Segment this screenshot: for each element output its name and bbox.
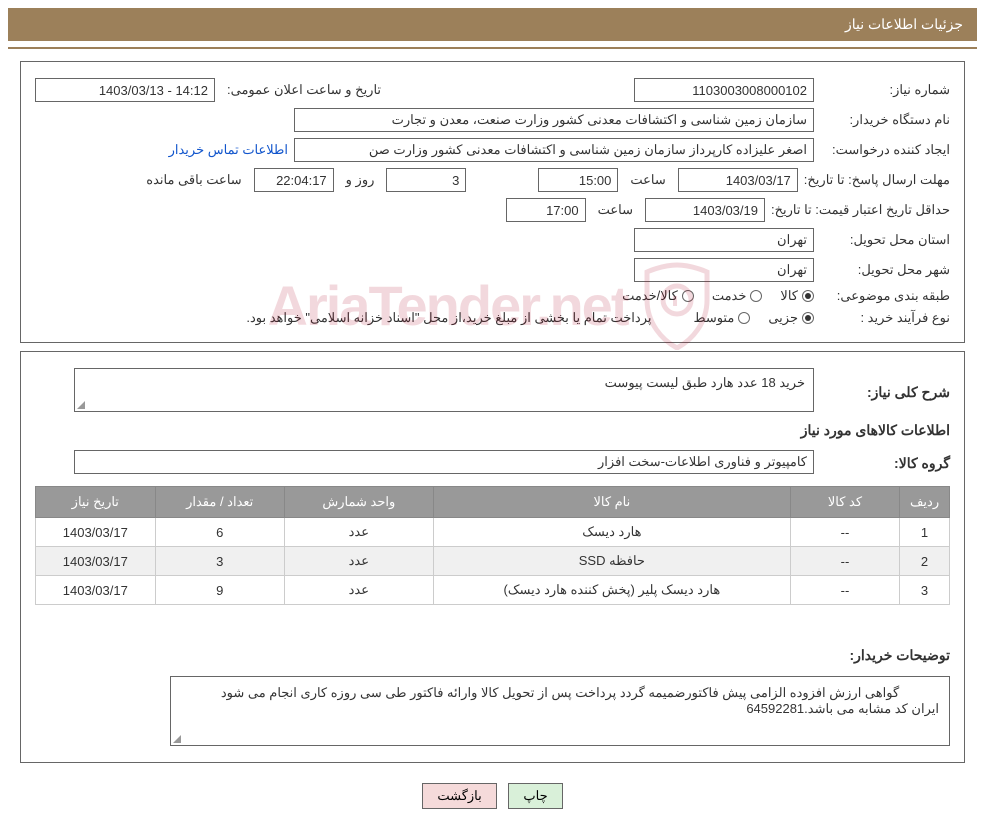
th-code: کد کالا bbox=[790, 487, 899, 518]
th-date: تاریخ نیاز bbox=[36, 487, 156, 518]
goods-group-label: گروه کالا: bbox=[820, 455, 950, 472]
buyer-contact-link[interactable]: اطلاعات تماس خریدار bbox=[169, 142, 288, 158]
goods-group-field: کامپیوتر و فناوری اطلاعات-سخت افزار bbox=[74, 450, 814, 474]
requester-label: ایجاد کننده درخواست: bbox=[820, 142, 950, 158]
radio-icon bbox=[738, 312, 750, 324]
buyer-org-label: نام دستگاه خریدار: bbox=[820, 112, 950, 128]
summary-label: شرح کلی نیاز: bbox=[820, 384, 950, 401]
page-title: جزئیات اطلاعات نیاز bbox=[845, 16, 963, 32]
deadline-send-time: 15:00 bbox=[538, 168, 618, 192]
table-cell: عدد bbox=[284, 576, 433, 605]
goods-service-radio[interactable]: کالا/خدمت bbox=[622, 288, 694, 304]
time-label-2: ساعت bbox=[592, 202, 639, 218]
announce-label: تاریخ و ساعت اعلان عمومی: bbox=[221, 82, 387, 98]
medium-radio[interactable]: متوسط bbox=[693, 310, 750, 326]
header-divider bbox=[8, 47, 977, 49]
buyer-notes-label: توضیحات خریدار: bbox=[820, 627, 950, 664]
table-cell: -- bbox=[790, 547, 899, 576]
min-validity-label: حداقل تاریخ اعتبار قیمت: تا تاریخ: bbox=[771, 202, 950, 218]
goods-info-title: اطلاعات کالاهای مورد نیاز bbox=[35, 422, 950, 439]
province-field: تهران bbox=[634, 228, 814, 252]
action-buttons: چاپ بازگشت bbox=[0, 771, 985, 829]
min-validity-date: 1403/03/19 bbox=[645, 198, 765, 222]
province-label: استان محل تحویل: bbox=[820, 232, 950, 248]
remain-time: 22:04:17 bbox=[254, 168, 334, 192]
city-field: تهران bbox=[634, 258, 814, 282]
th-name: نام کالا bbox=[433, 487, 790, 518]
table-row: 2--حافظه SSDعدد31403/03/17 bbox=[36, 547, 950, 576]
table-cell: 1403/03/17 bbox=[36, 576, 156, 605]
resize-handle-icon[interactable] bbox=[77, 401, 85, 409]
remain-suffix: ساعت باقی مانده bbox=[140, 172, 247, 188]
days-and-label: روز و bbox=[340, 172, 381, 188]
th-qty: تعداد / مقدار bbox=[155, 487, 284, 518]
need-number-label: شماره نیاز: bbox=[820, 82, 950, 98]
goods-section: شرح کلی نیاز: خرید 18 عدد هارد طبق لیست … bbox=[20, 351, 965, 763]
table-cell: 1403/03/17 bbox=[36, 518, 156, 547]
print-button[interactable]: چاپ bbox=[508, 783, 562, 809]
radio-icon bbox=[682, 290, 694, 302]
deadline-send-label: مهلت ارسال پاسخ: تا تاریخ: bbox=[804, 172, 950, 188]
table-cell: هارد دیسک bbox=[433, 518, 790, 547]
resize-handle-icon[interactable] bbox=[173, 735, 181, 743]
goods-radio[interactable]: کالا bbox=[780, 288, 814, 304]
table-cell: 6 bbox=[155, 518, 284, 547]
table-cell: 2 bbox=[900, 547, 950, 576]
requester-field: اصغر علیزاده کارپرداز سازمان زمین شناسی … bbox=[294, 138, 814, 162]
minor-radio[interactable]: جزیی bbox=[768, 310, 814, 326]
table-cell: 3 bbox=[155, 547, 284, 576]
service-radio[interactable]: خدمت bbox=[712, 288, 763, 304]
payment-note: پرداخت تمام یا بخشی از مبلغ خرید،از محل … bbox=[246, 310, 651, 326]
buyer-notes-textarea[interactable]: گواهی ارزش افزوده الزامی پیش فاکتورضمیمه… bbox=[170, 676, 950, 746]
deadline-send-date: 1403/03/17 bbox=[678, 168, 798, 192]
radio-icon bbox=[750, 290, 762, 302]
announce-field: 14:12 - 1403/03/13 bbox=[35, 78, 215, 102]
time-label-1: ساعت bbox=[624, 172, 671, 188]
table-cell: عدد bbox=[284, 518, 433, 547]
table-cell: حافظه SSD bbox=[433, 547, 790, 576]
remain-days: 3 bbox=[386, 168, 466, 192]
table-cell: 1403/03/17 bbox=[36, 547, 156, 576]
th-idx: ردیف bbox=[900, 487, 950, 518]
summary-textarea[interactable]: خرید 18 عدد هارد طبق لیست پیوست bbox=[74, 368, 814, 412]
purchase-type-label: نوع فرآیند خرید : bbox=[820, 310, 950, 326]
table-cell: 3 bbox=[900, 576, 950, 605]
table-cell: 1 bbox=[900, 518, 950, 547]
table-cell: -- bbox=[790, 576, 899, 605]
buyer-org-field: سازمان زمین شناسی و اکتشافات معدنی کشور … bbox=[294, 108, 814, 132]
details-section: شماره نیاز: 1103003008000102 تاریخ و ساع… bbox=[20, 61, 965, 343]
th-unit: واحد شمارش bbox=[284, 487, 433, 518]
table-cell: 9 bbox=[155, 576, 284, 605]
table-cell: هارد دیسک پلیر (پخش کننده هارد دیسک) bbox=[433, 576, 790, 605]
radio-checked-icon bbox=[802, 290, 814, 302]
table-cell: -- bbox=[790, 518, 899, 547]
min-validity-time: 17:00 bbox=[506, 198, 586, 222]
category-label: طبقه بندی موضوعی: bbox=[820, 288, 950, 304]
table-row: 1--هارد دیسکعدد61403/03/17 bbox=[36, 518, 950, 547]
radio-checked-icon bbox=[802, 312, 814, 324]
city-label: شهر محل تحویل: bbox=[820, 262, 950, 278]
need-number-field: 1103003008000102 bbox=[634, 78, 814, 102]
page-title-bar: جزئیات اطلاعات نیاز bbox=[8, 8, 977, 41]
back-button[interactable]: بازگشت bbox=[422, 783, 496, 809]
table-row: 3--هارد دیسک پلیر (پخش کننده هارد دیسک)ع… bbox=[36, 576, 950, 605]
goods-table: ردیف کد کالا نام کالا واحد شمارش تعداد /… bbox=[35, 486, 950, 605]
table-cell: عدد bbox=[284, 547, 433, 576]
